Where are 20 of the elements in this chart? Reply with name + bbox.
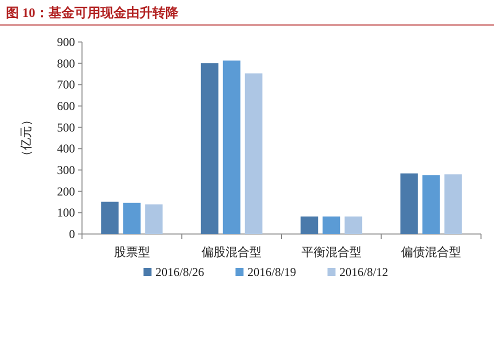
title: 图 10：基金可用现金由升转降 — [6, 5, 178, 20]
y-tick-label: 100 — [57, 206, 75, 220]
x-tick-label: 股票型 — [114, 245, 150, 259]
plot: 0 100 200 300 400 500 600 700 800 900 （亿元） 股票型 偏股混合型 平衡混合型 偏债混合型 2016/8/26 2016/8/19 2016/8/12 — [19, 35, 482, 279]
x-tick-label: 平衡混合型 — [301, 245, 362, 259]
y-tick-label: 500 — [57, 120, 75, 134]
y-tick-label: 300 — [57, 163, 75, 177]
legend-label: 2016/8/12 — [340, 265, 388, 279]
y-tick-label: 600 — [57, 99, 75, 113]
y-tick-label: 800 — [57, 56, 75, 70]
x-tick-label: 偏股混合型 — [202, 245, 262, 259]
y-tick-label: 200 — [57, 184, 75, 198]
y-axis-title: （亿元） — [19, 114, 33, 162]
legend-label: 2016/8/26 — [156, 265, 204, 279]
y-tick-label: 400 — [57, 142, 75, 156]
y-tick-label: 0 — [69, 227, 75, 241]
y-tick-label: 900 — [57, 35, 75, 49]
x-tick-label: 偏债混合型 — [401, 245, 462, 259]
y-tick-label: 700 — [57, 78, 75, 92]
legend-label: 2016/8/19 — [248, 265, 296, 279]
